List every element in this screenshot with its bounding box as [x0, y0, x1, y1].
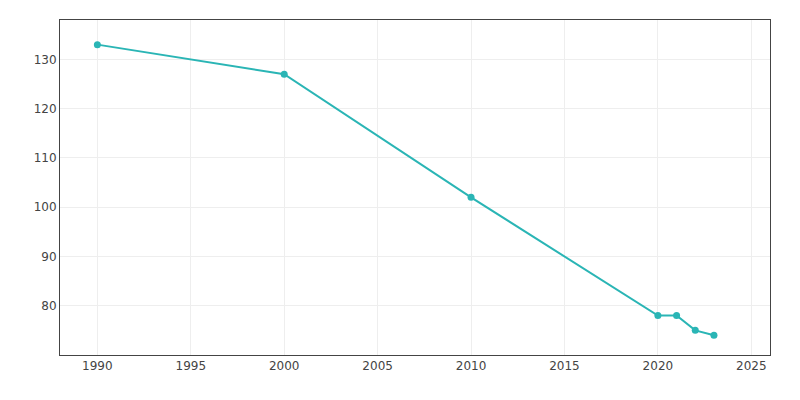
svg-text:110: 110 [34, 151, 57, 165]
svg-text:130: 130 [34, 53, 57, 67]
svg-text:120: 120 [34, 102, 57, 116]
svg-text:2015: 2015 [549, 359, 580, 373]
svg-text:1990: 1990 [82, 359, 113, 373]
svg-text:100: 100 [34, 200, 57, 214]
svg-text:1995: 1995 [176, 359, 207, 373]
svg-text:2000: 2000 [269, 359, 300, 373]
svg-text:2010: 2010 [456, 359, 487, 373]
svg-text:90: 90 [41, 250, 56, 264]
svg-text:80: 80 [41, 299, 56, 313]
svg-text:2005: 2005 [362, 359, 393, 373]
svg-text:2025: 2025 [736, 359, 767, 373]
svg-text:2020: 2020 [643, 359, 674, 373]
